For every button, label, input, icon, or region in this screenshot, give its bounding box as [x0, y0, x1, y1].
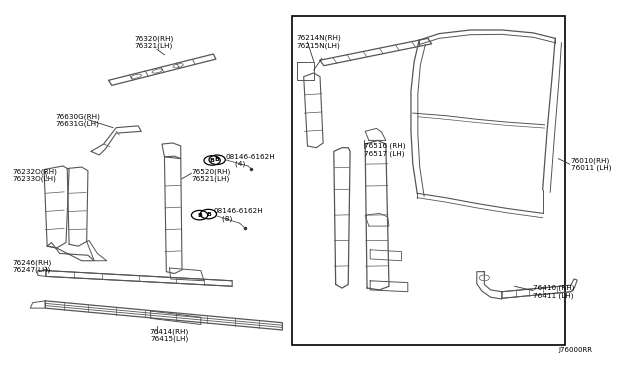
Text: 76320(RH)
76321(LH): 76320(RH) 76321(LH): [134, 35, 173, 49]
Text: 08146-6162H
    (8): 08146-6162H (8): [213, 208, 263, 222]
Text: 76520(RH)
76521(LH): 76520(RH) 76521(LH): [191, 168, 230, 182]
Text: 76410 (RH)
76411 (LH): 76410 (RH) 76411 (LH): [533, 285, 575, 299]
Text: 76214N(RH)
76215N(LH): 76214N(RH) 76215N(LH): [296, 35, 341, 49]
Text: 76630G(RH)
76631G(LH): 76630G(RH) 76631G(LH): [55, 113, 100, 127]
Text: 76232O(RH)
76233O(LH): 76232O(RH) 76233O(LH): [13, 168, 58, 182]
Text: 76246(RH)
76247(LH): 76246(RH) 76247(LH): [13, 259, 52, 273]
Text: 08146-6162H
    (4): 08146-6162H (4): [226, 154, 276, 167]
Text: B: B: [214, 157, 220, 162]
Text: B: B: [210, 158, 214, 163]
Text: B: B: [197, 213, 202, 218]
Text: 76010(RH)
76011 (LH): 76010(RH) 76011 (LH): [571, 157, 611, 171]
Text: B: B: [206, 212, 211, 217]
Text: 76516 (RH)
76517 (LH): 76516 (RH) 76517 (LH): [364, 142, 405, 157]
Text: 76414(RH)
76415(LH): 76414(RH) 76415(LH): [150, 328, 189, 343]
Bar: [292, 16, 564, 344]
Text: J76000RR: J76000RR: [558, 347, 593, 353]
